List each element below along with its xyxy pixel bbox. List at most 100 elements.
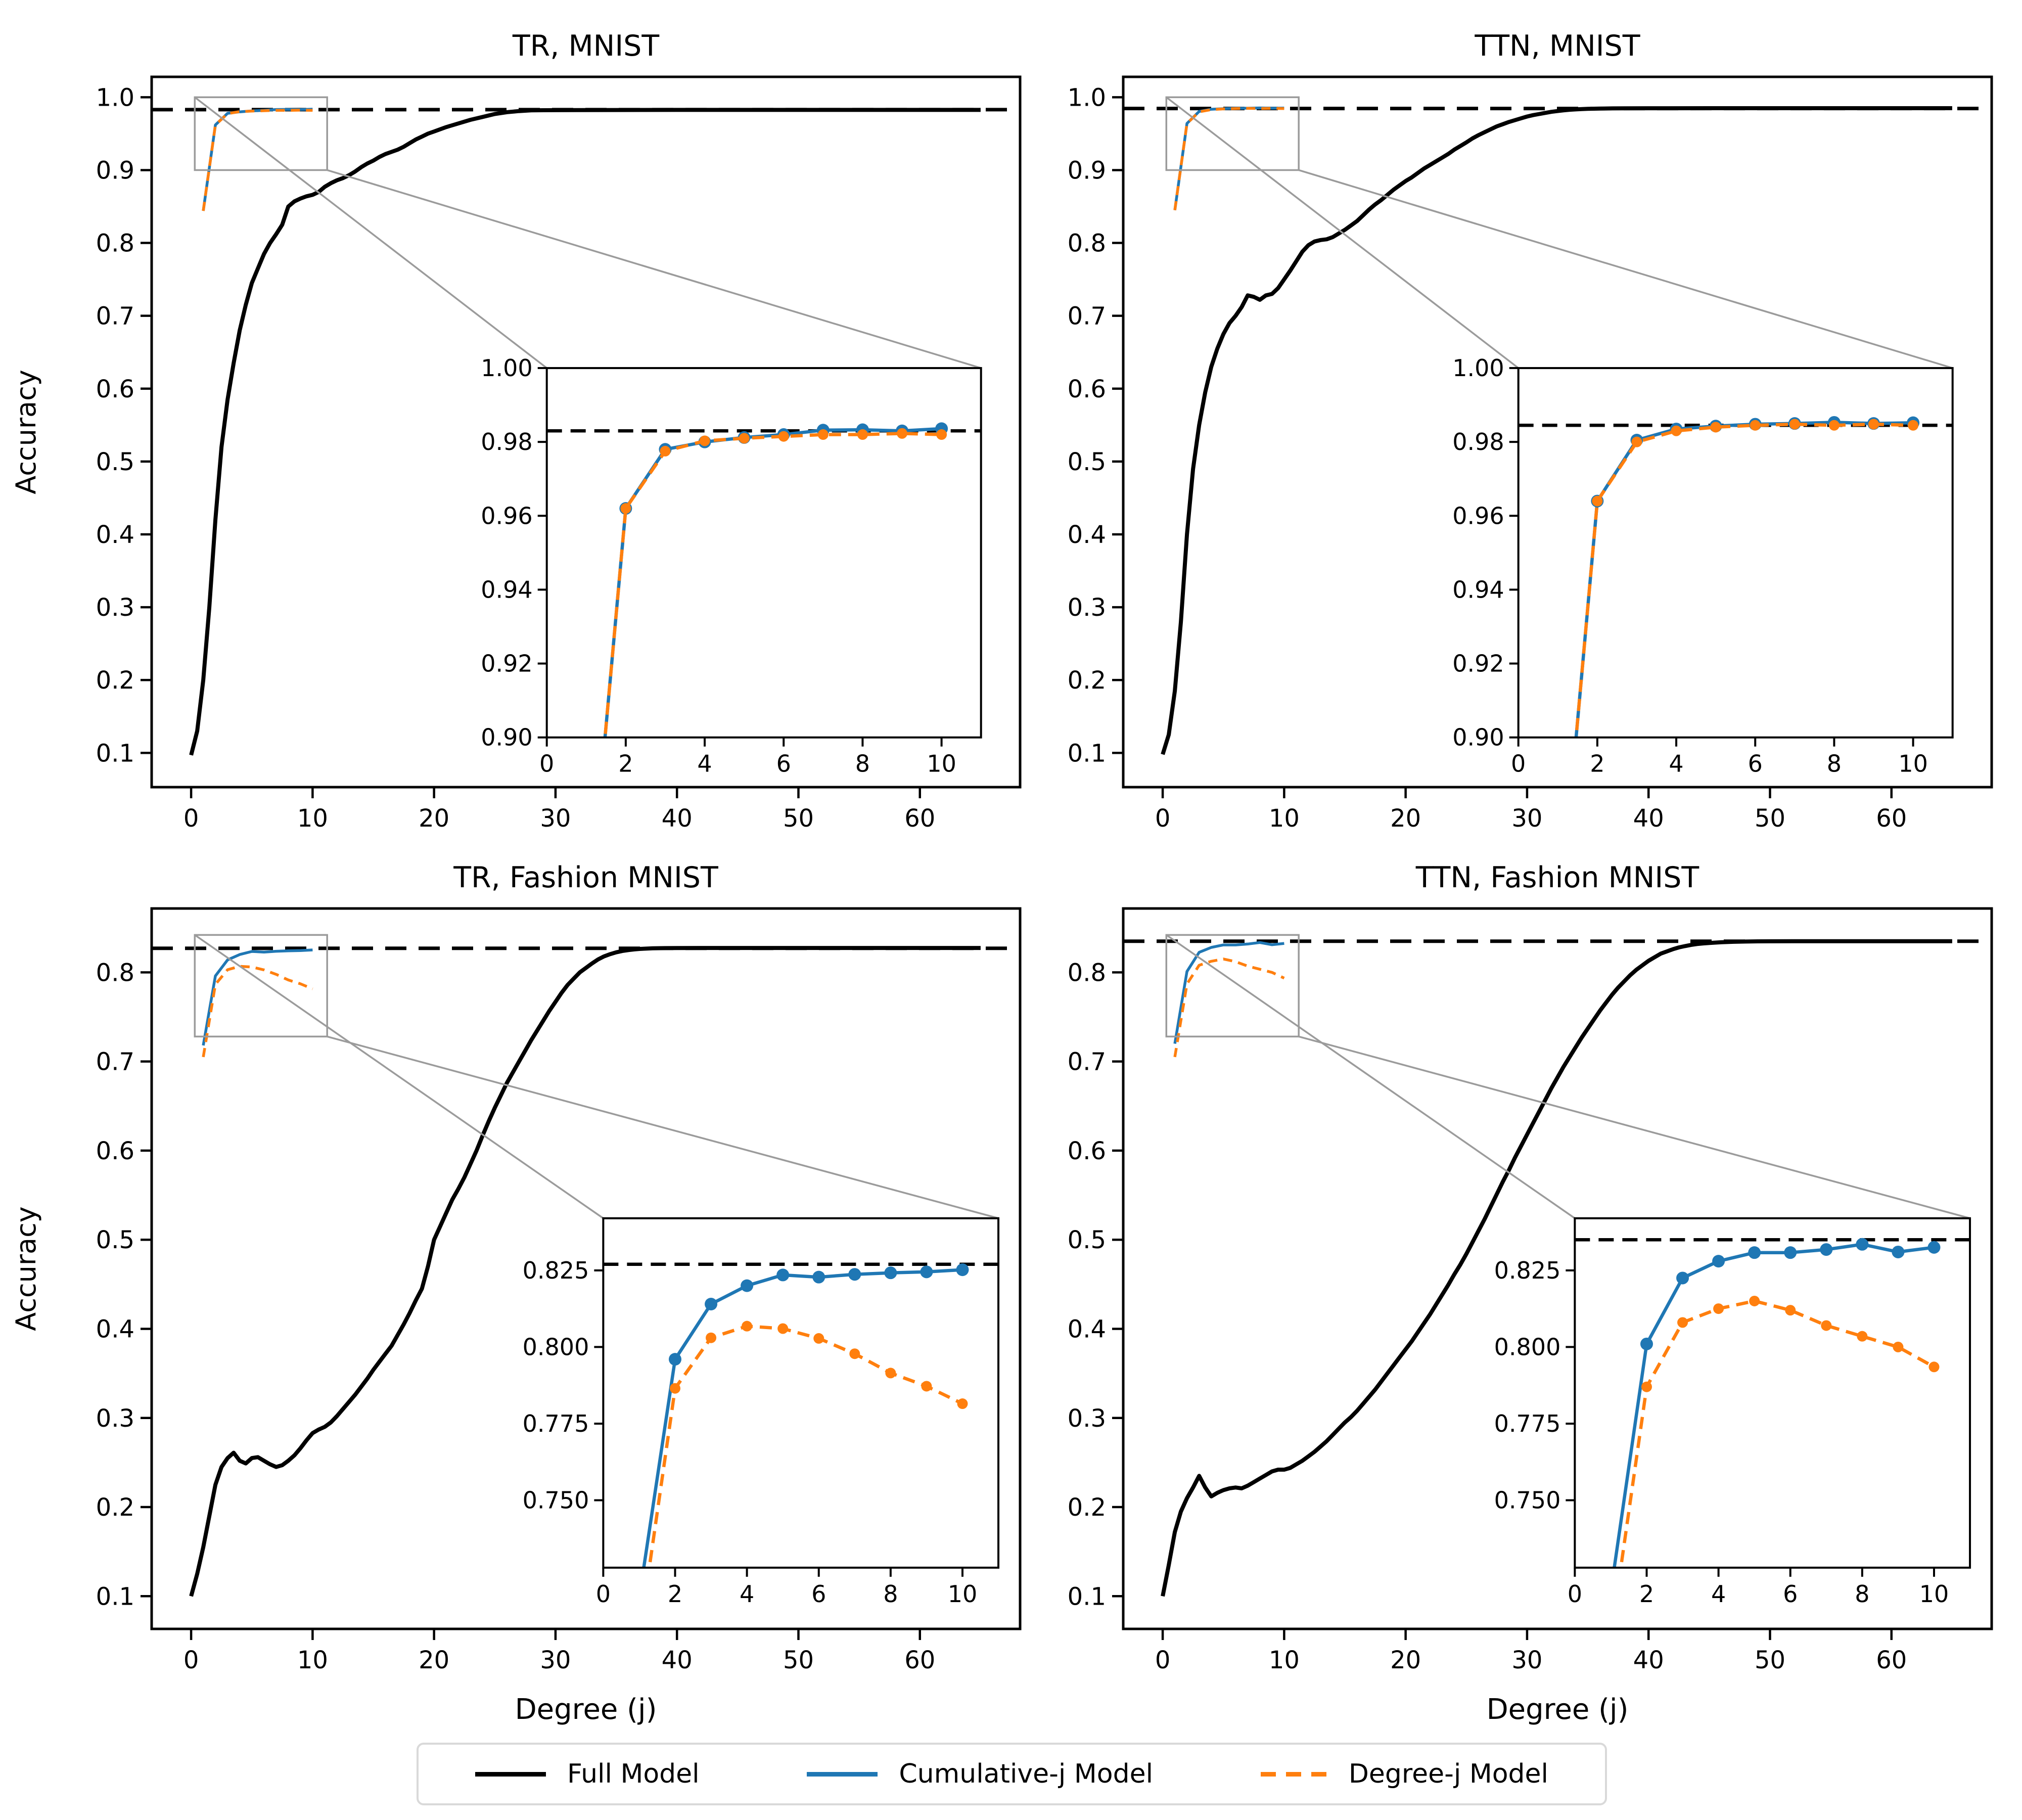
inset-cumulative-line <box>1613 1243 1935 1568</box>
degree-line <box>202 965 313 1058</box>
zoom-connector-line <box>194 934 604 1219</box>
y-tick-label: 1.0 <box>1068 83 1106 112</box>
cumulative-marker <box>1604 1586 1617 1599</box>
axes-spines <box>150 75 1022 789</box>
degree-marker <box>1750 420 1761 431</box>
degree-marker <box>1677 1317 1688 1328</box>
y-tick-label: 0.3 <box>1068 1404 1106 1433</box>
cumulative-marker <box>1820 1243 1833 1256</box>
x-tick-label: 40 <box>662 804 693 833</box>
degree-marker <box>885 1368 896 1379</box>
degree-marker <box>897 428 908 439</box>
legend-item-full-model: Full Model <box>475 1759 700 1789</box>
legend-label-degree-j-model: Degree-j Model <box>1348 1759 1548 1789</box>
zoom-connector-line <box>194 96 547 369</box>
y-tick-label: 0.3 <box>96 1404 134 1433</box>
zoom-connector-line <box>327 169 982 369</box>
axes-spines <box>150 907 1022 1630</box>
x-tick-label: 0 <box>1155 1646 1171 1674</box>
inset-x-tick-label: 4 <box>697 750 712 778</box>
zoom-rect <box>194 96 328 171</box>
inset-y-tick-label: 0.750 <box>1494 1487 1561 1514</box>
y-tick-label: 0.8 <box>1068 230 1106 258</box>
cumulative-marker <box>920 1265 933 1279</box>
y-tick-label: 0.7 <box>96 1048 134 1076</box>
inset-x-tick-label: 0 <box>1568 1580 1582 1608</box>
inset-x-tick-label: 6 <box>1748 750 1763 778</box>
x-tick-label: 40 <box>662 1646 693 1674</box>
y-axis-label: Accuracy <box>10 370 42 494</box>
inset-background <box>546 368 981 738</box>
inset-x-tick-label: 0 <box>539 750 554 778</box>
cumulative-line <box>202 108 313 211</box>
degree-marker <box>1749 1295 1760 1306</box>
degree-marker <box>1713 1303 1724 1314</box>
degree-marker <box>921 1381 932 1392</box>
y-tick-label: 0.1 <box>1068 739 1106 767</box>
x-tick-label: 0 <box>183 804 199 833</box>
inset-x-tick-label: 8 <box>883 1580 898 1608</box>
y-tick-label: 1.0 <box>96 83 134 112</box>
inset-spines <box>545 367 982 739</box>
y-tick-label: 0.7 <box>96 302 134 331</box>
x-axis-label: Degree (j) <box>1487 1693 1629 1726</box>
degree-marker <box>669 1383 680 1394</box>
x-tick-label: 20 <box>1390 1646 1421 1674</box>
cumulative-marker <box>1927 1241 1941 1254</box>
inset-x-tick-label: 0 <box>1511 750 1526 778</box>
inset-spines <box>1517 367 1954 739</box>
degree-marker <box>1641 1381 1652 1392</box>
y-tick-label: 0.1 <box>1068 1582 1106 1611</box>
y-tick-label: 0.6 <box>1068 1137 1106 1165</box>
inset-y-tick-label: 0.800 <box>523 1333 589 1360</box>
cumulative-marker <box>776 1268 790 1282</box>
inset-x-tick-label: 2 <box>668 1580 682 1608</box>
plot-area <box>1161 939 1952 1597</box>
degree-line <box>202 109 313 211</box>
degree-marker <box>1828 420 1840 431</box>
inset-plot-area <box>1518 416 1953 738</box>
x-tick-label: 10 <box>297 804 328 833</box>
inset-y-tick-label: 0.96 <box>1452 502 1504 529</box>
inset-y-tick-label: 0.92 <box>481 650 532 677</box>
inset-y-tick-label: 0.90 <box>1452 724 1504 751</box>
x-tick-label: 10 <box>297 1646 328 1674</box>
cumulative-j-model-line-sample <box>807 1771 878 1777</box>
inset-x-tick-label: 10 <box>948 1580 978 1608</box>
y-tick-label: 0.5 <box>1068 448 1106 476</box>
inset-plot-area <box>546 422 981 738</box>
inset-x-tick-label: 6 <box>811 1580 826 1608</box>
degree-marker <box>634 1633 645 1644</box>
y-tick-label: 0.2 <box>1068 666 1106 695</box>
x-tick-label: 30 <box>1511 1646 1542 1674</box>
x-tick-label: 20 <box>419 804 449 833</box>
cumulative-marker <box>1640 1337 1653 1350</box>
inset-x-tick-label: 2 <box>1639 1580 1654 1608</box>
cumulative-marker <box>1712 1255 1725 1268</box>
degree-marker <box>1789 419 1800 430</box>
y-tick-label: 0.7 <box>1068 1048 1106 1076</box>
inset-y-tick-label: 0.825 <box>523 1257 589 1284</box>
x-tick-label: 20 <box>419 1646 449 1674</box>
degree-marker <box>817 429 829 440</box>
x-tick-label: 50 <box>783 1646 814 1674</box>
zoom-connector-line <box>1166 934 1576 1219</box>
cumulative-line <box>1173 106 1284 211</box>
inset-x-tick-label: 6 <box>776 750 791 778</box>
zoom-connector-line <box>1298 1035 1970 1219</box>
x-tick-label: 20 <box>1390 804 1421 833</box>
x-tick-label: 50 <box>1755 1646 1785 1674</box>
inset-y-tick-label: 0.98 <box>1452 428 1504 456</box>
inset-plot-area <box>1575 1238 1970 1599</box>
axes-spines <box>1122 907 1993 1630</box>
inset-x-tick-label: 8 <box>855 750 870 778</box>
cumulative-marker <box>741 1279 754 1292</box>
cumulative-marker <box>812 1270 825 1284</box>
inset-background <box>1575 1218 1970 1568</box>
inset-axes: 0 2 4 6 8 10 0.90 0.92 0.94 0.96 0.98 1.00 <box>481 354 982 778</box>
cumulative-line <box>1173 941 1284 1044</box>
cumulative-line <box>202 948 313 1046</box>
